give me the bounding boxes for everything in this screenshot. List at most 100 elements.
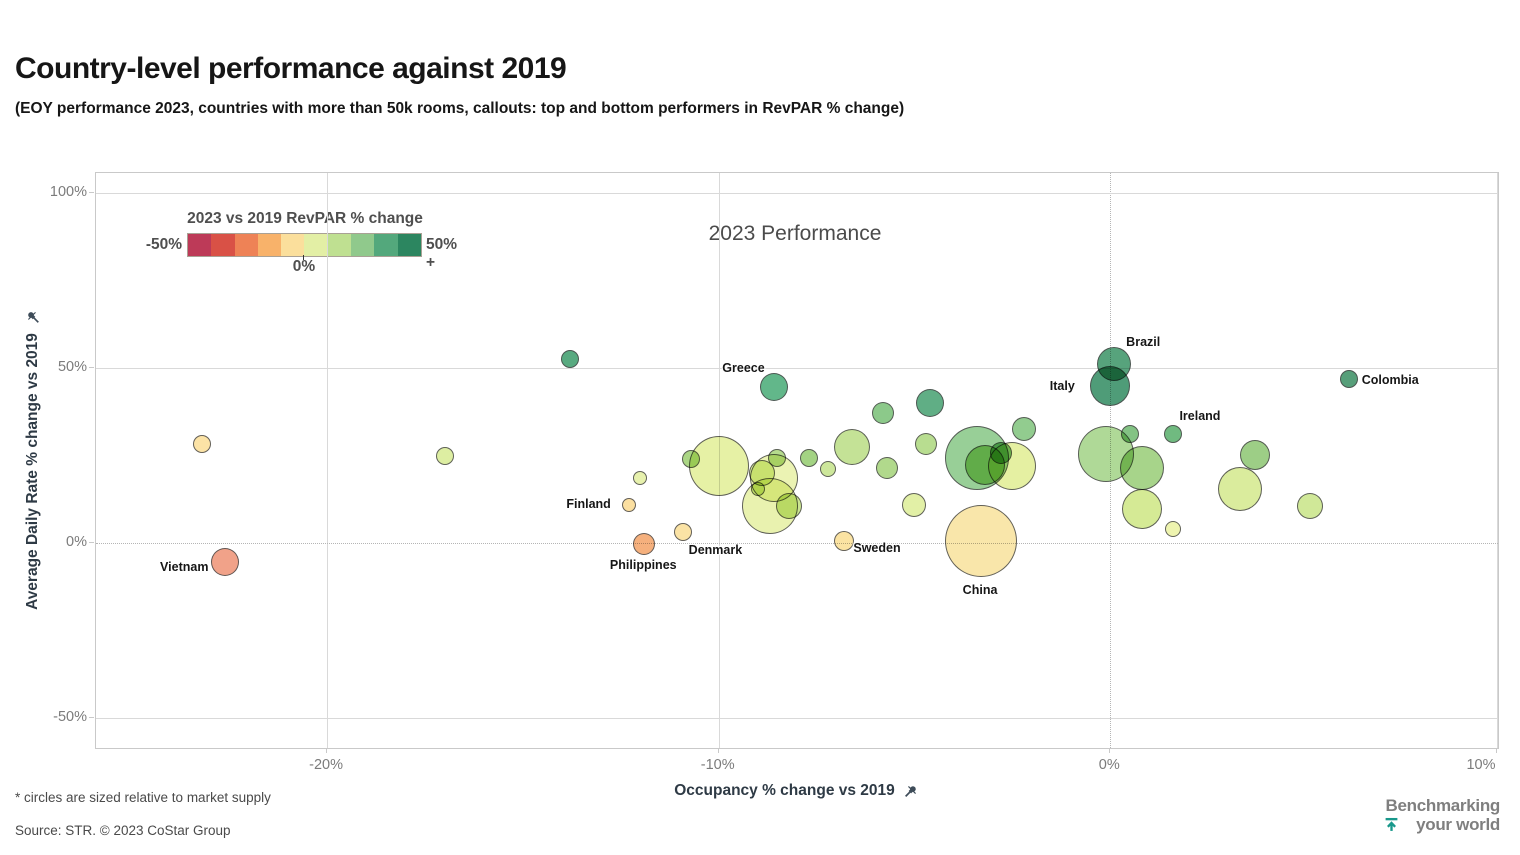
bubble-vietnam[interactable] — [211, 547, 240, 576]
bubble-philippines[interactable] — [633, 532, 656, 555]
x-axis-tick — [717, 748, 719, 753]
bubble[interactable] — [192, 434, 211, 453]
y-axis-title-text: Average Daily Rate % change vs 2019 — [24, 332, 42, 610]
legend-color-segment — [234, 234, 258, 256]
country-label-colombia: Colombia — [1361, 372, 1419, 387]
legend-color-segment — [211, 234, 235, 256]
pin-icon-y-axis[interactable] — [26, 310, 41, 325]
benchmarking-arrow-icon — [1385, 817, 1397, 831]
x-axis-title-text: Occupancy % change vs 2019 — [674, 782, 895, 799]
country-label-philippines: Philippines — [609, 557, 677, 572]
bubble-colombia[interactable] — [1340, 369, 1359, 388]
country-label-greece: Greece — [722, 360, 765, 375]
country-label-ireland: Ireland — [1179, 409, 1221, 424]
country-label-brazil: Brazil — [1126, 335, 1161, 350]
legend-color-segment — [374, 234, 398, 256]
legend-color-segment — [257, 234, 282, 256]
country-label-vietnam: Vietnam — [160, 559, 209, 574]
plot-area: Vietnam Greece Finland Philippines Denmark Sw… — [95, 172, 1499, 749]
legend-color-segment — [281, 234, 305, 256]
x-tick-label: 0% — [1098, 757, 1120, 773]
bubble[interactable] — [989, 441, 1012, 464]
y-axis-title: Average Daily Rate % change vs 2019 — [10, 172, 56, 747]
size-footnote: * circles are sized relative to market s… — [15, 790, 271, 805]
legend-zero-tick — [303, 255, 304, 260]
y-gridline — [96, 192, 1498, 194]
x-gridline — [327, 173, 329, 748]
y-gridline — [96, 367, 1498, 369]
bubble[interactable] — [560, 349, 579, 368]
country-label-sweden: Sweden — [853, 540, 901, 555]
bubble[interactable] — [902, 492, 927, 517]
country-label-italy: Italy — [1049, 378, 1075, 393]
y-tick-label: 100% — [49, 183, 87, 200]
bubble[interactable] — [820, 461, 837, 478]
y-axis-tick — [89, 191, 94, 193]
bubble[interactable] — [776, 492, 803, 519]
source-credit: Source: STR. © 2023 CoStar Group — [15, 823, 231, 838]
benchmarking-logo: Benchmarking your world — [1385, 796, 1501, 834]
bubble[interactable] — [833, 429, 870, 466]
bubble[interactable] — [1240, 440, 1271, 471]
bubble[interactable] — [876, 457, 899, 480]
y-axis-tick — [89, 366, 94, 368]
country-label-finland: Finland — [566, 496, 611, 511]
bubble[interactable] — [750, 482, 765, 497]
x-tick-label: -20% — [309, 757, 343, 773]
page-subtitle: (EOY performance 2023, countries with mo… — [15, 100, 905, 117]
bubble-sweden[interactable] — [833, 530, 854, 551]
bubble[interactable] — [688, 435, 749, 496]
x-gridline — [1497, 173, 1498, 748]
y-tick-label: 0% — [66, 533, 87, 550]
bubble[interactable] — [768, 448, 787, 467]
y-axis-tick — [89, 716, 94, 718]
x-axis-title: Occupancy % change vs 2019 — [95, 782, 1497, 800]
y-tick-label: 50% — [57, 358, 87, 375]
country-label-china: China — [962, 582, 998, 597]
bubble[interactable] — [435, 446, 454, 465]
bubble[interactable] — [799, 448, 818, 467]
bubble[interactable] — [1120, 425, 1139, 444]
page-title: Country-level performance against 2019 — [15, 52, 567, 85]
bubble[interactable] — [682, 449, 701, 468]
bubble[interactable] — [916, 388, 945, 417]
logo-line1: Benchmarking — [1385, 796, 1501, 815]
country-label-denmark: Denmark — [688, 543, 743, 558]
logo-line2: your world — [1416, 815, 1500, 834]
bubble[interactable] — [1119, 446, 1164, 491]
bubble[interactable] — [872, 402, 895, 425]
legend-color-ramp — [187, 233, 422, 257]
bubble[interactable] — [1297, 492, 1324, 519]
legend-min-label: -50% — [145, 236, 182, 253]
legend-max-label: 50% + — [426, 236, 458, 271]
y-gridline — [96, 717, 1498, 719]
y-axis-tick — [89, 541, 94, 543]
x-axis-tick — [1496, 748, 1497, 753]
legend-title: 2023 vs 2019 RevPAR % change — [187, 210, 423, 227]
bubble[interactable] — [1121, 488, 1162, 529]
y-gridline — [96, 542, 1498, 544]
x-tick-label: -10% — [700, 757, 735, 773]
legend-color-segment — [327, 234, 352, 256]
bubble-greece[interactable] — [759, 372, 788, 401]
bubble-finland[interactable] — [621, 497, 636, 512]
bubble-ireland[interactable] — [1163, 425, 1182, 444]
legend-color-segment — [351, 234, 375, 256]
pin-icon-x-axis[interactable] — [903, 784, 918, 799]
x-axis-tick — [326, 748, 328, 753]
bubble[interactable] — [1012, 416, 1037, 441]
legend-color-segment — [397, 234, 421, 256]
bubble-brazil[interactable] — [1097, 347, 1132, 382]
bubble[interactable] — [915, 432, 938, 455]
legend-color-segment — [188, 234, 212, 256]
chart-title: 2023 Performance — [708, 222, 882, 245]
bubble[interactable] — [633, 470, 648, 485]
y-tick-label: -50% — [53, 708, 87, 725]
bubble[interactable] — [1217, 467, 1262, 512]
legend-color-segment — [304, 234, 328, 256]
x-tick-label: 10% — [1466, 757, 1496, 773]
bubble-china[interactable] — [945, 504, 1018, 577]
bubble-denmark[interactable] — [674, 523, 693, 542]
bubble[interactable] — [1164, 520, 1181, 537]
